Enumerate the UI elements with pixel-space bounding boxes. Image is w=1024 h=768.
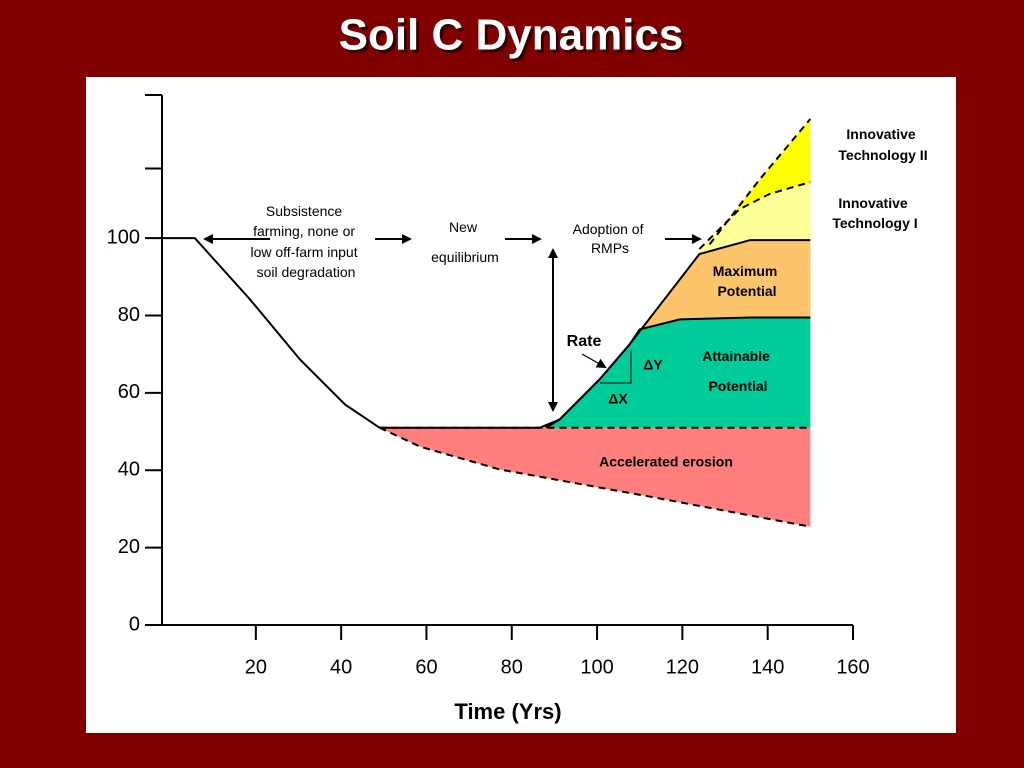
- x-tick-label: 80: [501, 656, 523, 678]
- area: [379, 427, 811, 527]
- slope-triangle: [600, 350, 632, 384]
- annotations: Subsistence farming, none or low off-far…: [203, 126, 928, 470]
- chart-title: Soil C Dynamics: [339, 11, 684, 60]
- chart-panel: [86, 77, 956, 733]
- subsistence-label: Subsistence farming, none or low off-far…: [250, 203, 361, 280]
- y-tick-label: 40: [118, 459, 140, 481]
- curve: [162, 237, 381, 429]
- delta-y-label: ΔY: [643, 357, 663, 373]
- curve: [379, 426, 811, 528]
- maximum-potential-label: Maximum Potential: [713, 263, 781, 299]
- x-tick-label: 160: [836, 656, 869, 678]
- y-tick-label: 20: [118, 536, 140, 558]
- x-tick-label: 20: [245, 656, 267, 678]
- x-tick-label: 40: [330, 656, 352, 678]
- delta-x-label: ΔX: [608, 391, 628, 407]
- x-tick-label: 140: [751, 656, 784, 678]
- x-axis-label: Time (Yrs): [454, 699, 561, 724]
- new-equilibrium-label: New equilibrium: [431, 219, 499, 265]
- curve: [545, 316, 811, 429]
- y-tick-label: 80: [118, 304, 140, 326]
- x-tick-label: 120: [666, 656, 699, 678]
- plot: 0 20 40 60 80 100 20 40 60 80 100 120 140 160: [107, 94, 870, 678]
- x-tick-label: 100: [580, 656, 613, 678]
- area: [545, 317, 811, 428]
- erosion-label: Accelerated erosion: [599, 454, 733, 470]
- x-tick-label: 60: [415, 656, 437, 678]
- tech-1-label: Innovative Technology I: [832, 195, 917, 231]
- tech-2-label: Innovative Technology II: [838, 126, 927, 163]
- curve: [698, 181, 811, 250]
- rate-arrow: [581, 353, 607, 368]
- adoption-label: Adoption of RMPs: [573, 221, 648, 256]
- y-tick-label: 100: [107, 226, 140, 248]
- attainable-potential-label: Attainable Potential: [702, 348, 774, 394]
- rate-label: Rate: [567, 333, 602, 350]
- y-tick-label: 60: [118, 381, 140, 403]
- title-shadow: Soil C Dynamics: [342, 14, 687, 63]
- y-tick-label: 0: [129, 613, 140, 635]
